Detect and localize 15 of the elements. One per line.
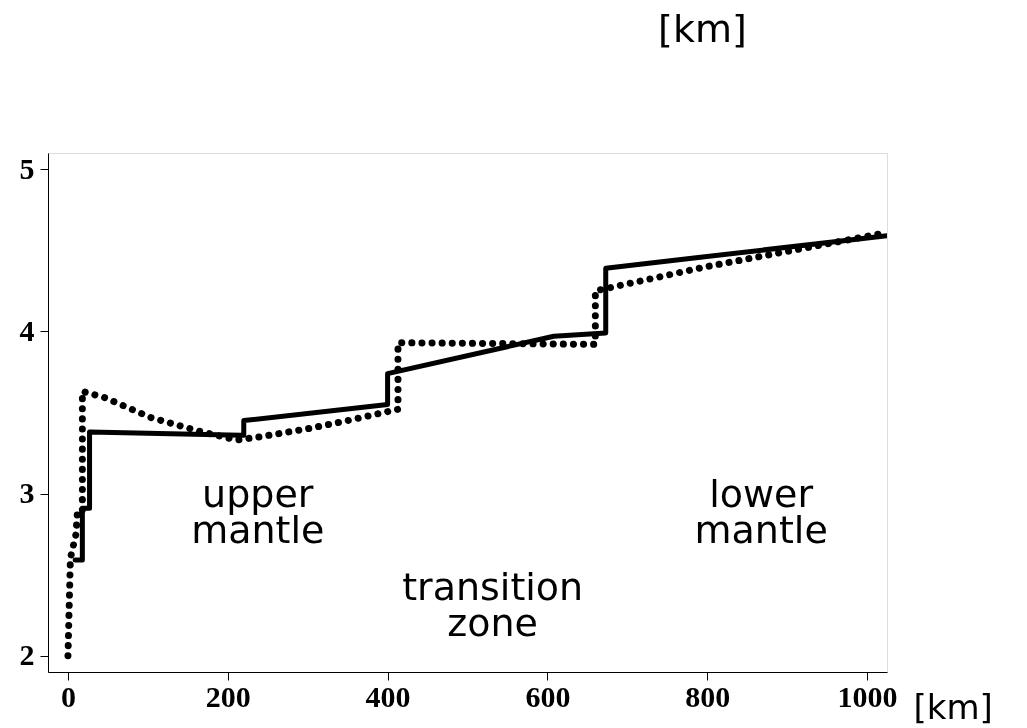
- annotation: transition zone: [402, 564, 584, 645]
- annotation: lower mantle: [694, 471, 828, 552]
- x-tick-label: 0: [60, 679, 76, 713]
- x-tick-label: 400: [365, 679, 411, 713]
- x-tick-label: 600: [525, 679, 571, 713]
- y-tick-label: 4: [19, 313, 35, 347]
- x-tick-label: 1000: [837, 679, 898, 713]
- x-tick-label: 800: [685, 679, 731, 713]
- y-tick-label: 3: [19, 476, 35, 510]
- text: [km]: [658, 7, 747, 52]
- x-tick-label: 200: [205, 679, 251, 713]
- annotation: upper mantle: [191, 471, 325, 552]
- y-tick-label: 5: [19, 151, 35, 185]
- y-tick-label: 2: [19, 638, 35, 672]
- x-axis-title: [km]: [913, 686, 993, 727]
